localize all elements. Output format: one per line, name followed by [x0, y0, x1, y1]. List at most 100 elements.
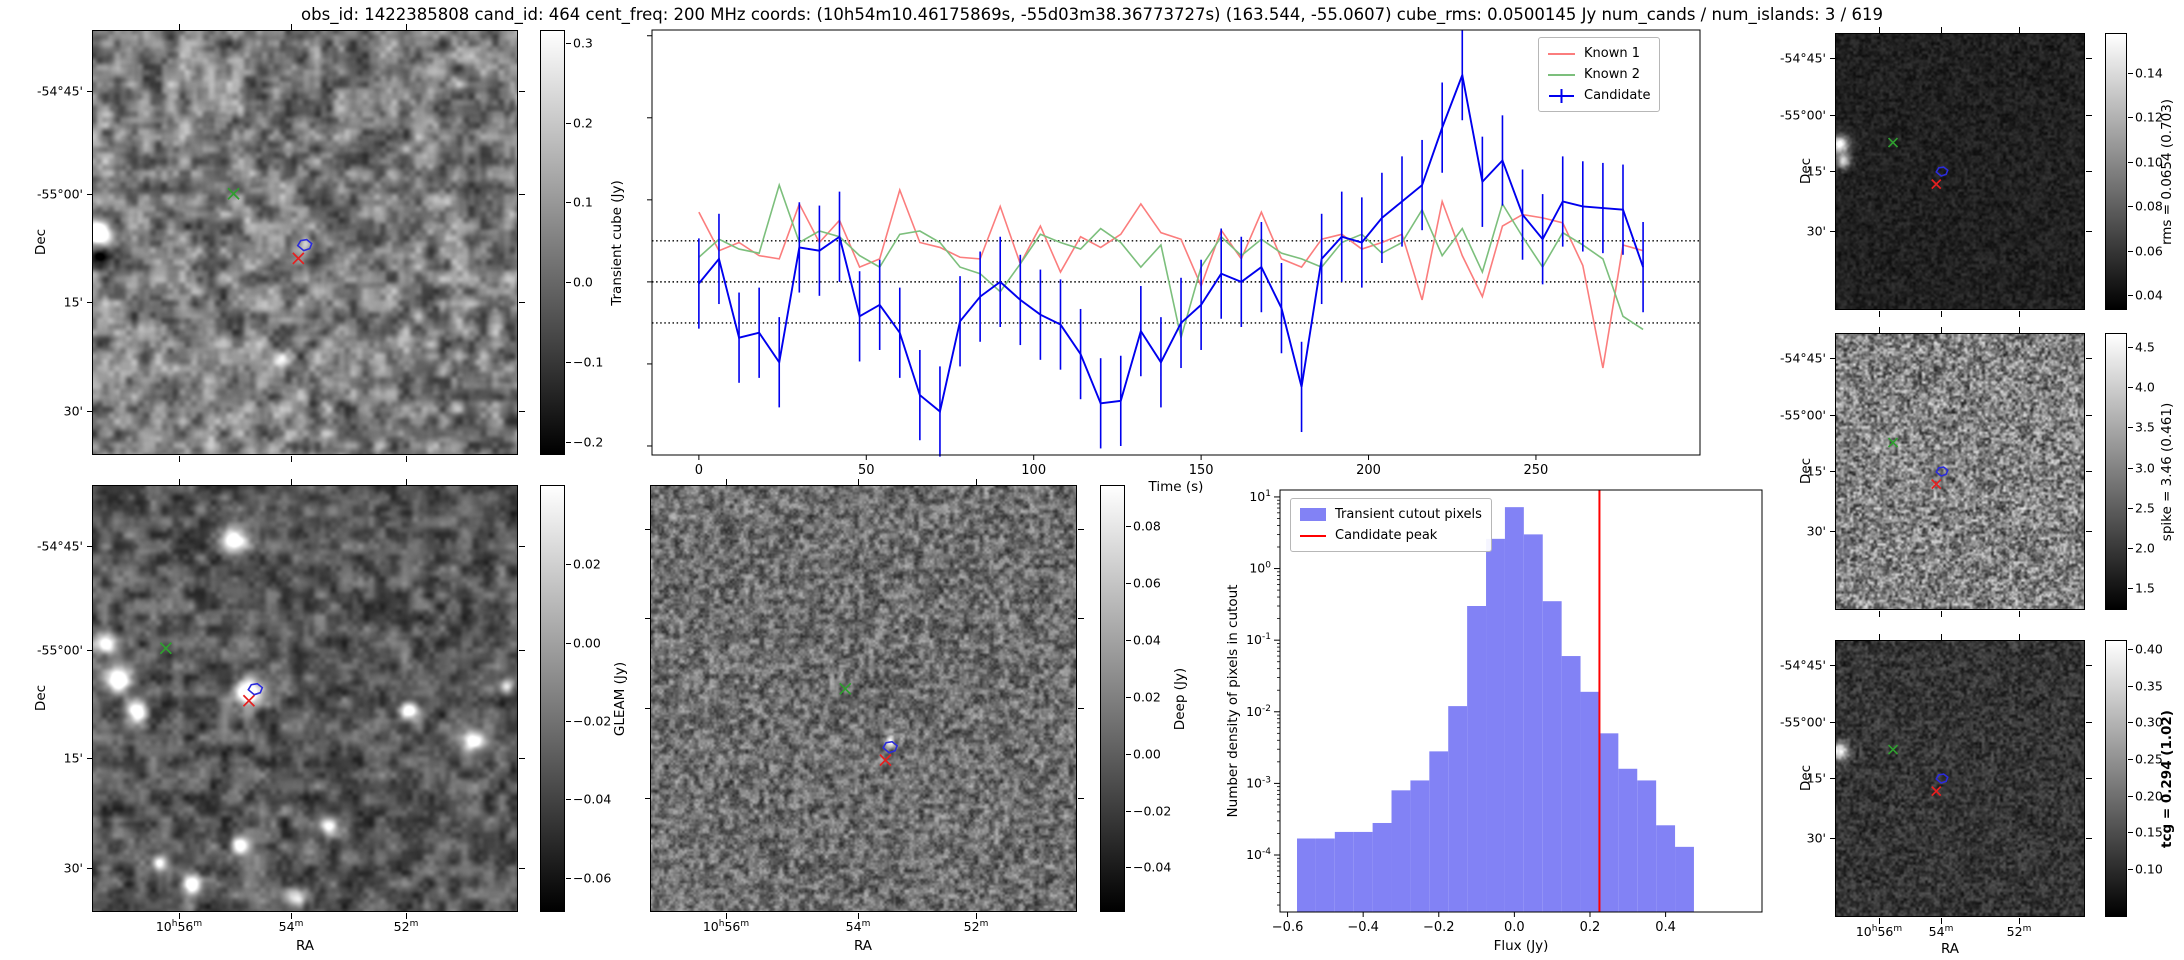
colorbar-tick-label: 0.06	[2135, 243, 2163, 259]
dec-tick	[1830, 171, 1836, 172]
rms-cutout-panel: -54°45' -55°00' 15' 30'	[1780, 27, 2092, 317]
colorbar-tick-label: 0.12	[2135, 109, 2163, 125]
ra-tick-label: 54m	[1928, 924, 1954, 940]
svg-text:10-4: 10-4	[1246, 847, 1271, 862]
colorbar-tick-label: 0.02	[1133, 689, 1161, 705]
ra-tick-label: 52m	[2006, 924, 2032, 940]
ra-tick	[2019, 918, 2020, 924]
dec-tick	[519, 868, 525, 869]
lightcurve-panel: 0 50 100 150 200 250	[647, 29, 1701, 478]
transient-cube-cutout-panel: -54°45' -55°00' 15' 30'	[37, 24, 525, 462]
ra-tick	[1879, 327, 1880, 333]
ra-tick	[2019, 611, 2020, 617]
colorbar-tick-label: 0.1	[573, 194, 593, 210]
ra-tick	[726, 479, 727, 485]
ra-tick	[858, 479, 859, 485]
dec-tick	[645, 529, 651, 530]
colorbar-tick	[2128, 588, 2133, 589]
ra-tick	[726, 913, 727, 919]
dec-tick	[1078, 529, 1084, 530]
transient-colorbar: 0.3 0.2 0.1 0.0 −0.1 −0.2	[540, 30, 603, 455]
ra-tick-label: 52m	[393, 919, 419, 935]
dec-tick-label: 30'	[1806, 523, 1826, 539]
colorbar-tick	[2128, 347, 2133, 348]
colorbar-tick-label: 0.10	[2135, 154, 2163, 170]
colorbar-label: Deep (Jy)	[1172, 667, 1188, 730]
dec-tick-label: -55°00'	[1779, 107, 1826, 123]
colorbar-tick-label: 0.04	[1133, 632, 1161, 648]
dec-tick	[2086, 778, 2092, 779]
colorbar-tick-label: 1.5	[2135, 580, 2155, 596]
dec-axis-label: Dec	[33, 684, 49, 712]
colorbar-tick-label: 0.20	[2135, 788, 2163, 804]
dec-tick	[645, 708, 651, 709]
ra-tick	[406, 479, 407, 485]
dec-tick-label: 30'	[63, 860, 83, 876]
dec-tick-label: -54°45'	[36, 538, 83, 554]
spike-colorbar: 4.5 4.0 3.5 3.0 2.5 2.0 1.5	[2105, 333, 2155, 610]
legend-entry-pixels: Transient cutout pixels	[1300, 504, 1482, 525]
dec-axis-label: Dec	[1798, 457, 1814, 485]
legend-label: Candidate peak	[1335, 528, 1438, 543]
colorbar-tick-label: 4.0	[2135, 379, 2155, 395]
colorbar-tick	[2128, 162, 2133, 163]
dec-tick	[2086, 838, 2092, 839]
svg-text:−0.2: −0.2	[1423, 920, 1455, 935]
ra-tick	[179, 456, 180, 462]
ra-tick	[1941, 327, 1942, 333]
ra-tick	[291, 479, 292, 485]
histogram-patch-icon	[1300, 508, 1326, 521]
colorbar-tick	[2128, 387, 2133, 388]
svg-text:0: 0	[695, 463, 703, 478]
colorbar-tick	[2128, 251, 2133, 252]
dec-tick	[87, 411, 93, 412]
dec-tick	[2086, 115, 2092, 116]
colorbar-tick-label: 0.10	[2135, 861, 2163, 877]
colorbar-tick	[566, 362, 571, 363]
colorbar-tick-label: 3.5	[2135, 419, 2155, 435]
svg-text:10-3: 10-3	[1246, 775, 1271, 790]
ra-tick-label: 10h56m	[155, 919, 203, 935]
colorbar-tick-label: 0.06	[1133, 575, 1161, 591]
colorbar-label: tcg = 0.294 (1.02)	[2159, 709, 2175, 848]
colorbar-tick	[566, 442, 571, 443]
dec-tick	[519, 302, 525, 303]
ra-tick	[291, 913, 292, 919]
svg-text:−0.4: −0.4	[1347, 920, 1379, 935]
colorbar-tick	[566, 721, 571, 722]
colorbar-tick	[566, 564, 571, 565]
dec-tick-label: -55°00'	[1779, 407, 1826, 423]
ra-tick	[179, 24, 180, 30]
legend-entry-known2: Known 2	[1548, 64, 1650, 85]
dec-tick	[2086, 722, 2092, 723]
gleam-cutout-panel: -54°45' -55°00' 15' 30' 10h56m 54m 52m	[37, 479, 525, 934]
dec-tick	[87, 758, 93, 759]
colorbar-tick	[2128, 508, 2133, 509]
dec-tick	[519, 546, 525, 547]
ra-tick	[976, 479, 977, 485]
ra-axis-label: RA	[295, 938, 315, 954]
legend-label: Candidate	[1584, 88, 1651, 103]
colorbar-tick	[1126, 640, 1131, 641]
histogram-legend: Transient cutout pixels Candidate peak	[1290, 498, 1492, 552]
dec-tick-label: 15'	[1806, 463, 1826, 479]
ra-tick	[406, 913, 407, 919]
colorbar-tick	[566, 202, 571, 203]
colorbar-tick-label: 0.0	[573, 274, 593, 290]
colorbar-tick	[566, 643, 571, 644]
svg-text:250: 250	[1524, 463, 1549, 478]
colorbar-tick-label: 0.14	[2135, 65, 2163, 81]
dec-tick-label: -54°45'	[1779, 350, 1826, 366]
svg-text:100: 100	[1021, 463, 1046, 478]
dec-tick	[87, 194, 93, 195]
dec-tick	[2086, 171, 2092, 172]
colorbar-tick	[2128, 796, 2133, 797]
dec-tick	[1078, 618, 1084, 619]
colorbar-tick-label: −0.04	[573, 791, 612, 807]
legend-label: Transient cutout pixels	[1335, 507, 1482, 522]
tcg-cutout-panel: -54°45' -55°00' 15' 30' 10h56m 54m 52m	[1780, 634, 2092, 939]
ra-tick	[2019, 311, 2020, 317]
dec-axis-label: Dec	[33, 228, 49, 256]
colorbar-tick-label: 4.5	[2135, 339, 2155, 355]
ra-tick	[406, 456, 407, 462]
